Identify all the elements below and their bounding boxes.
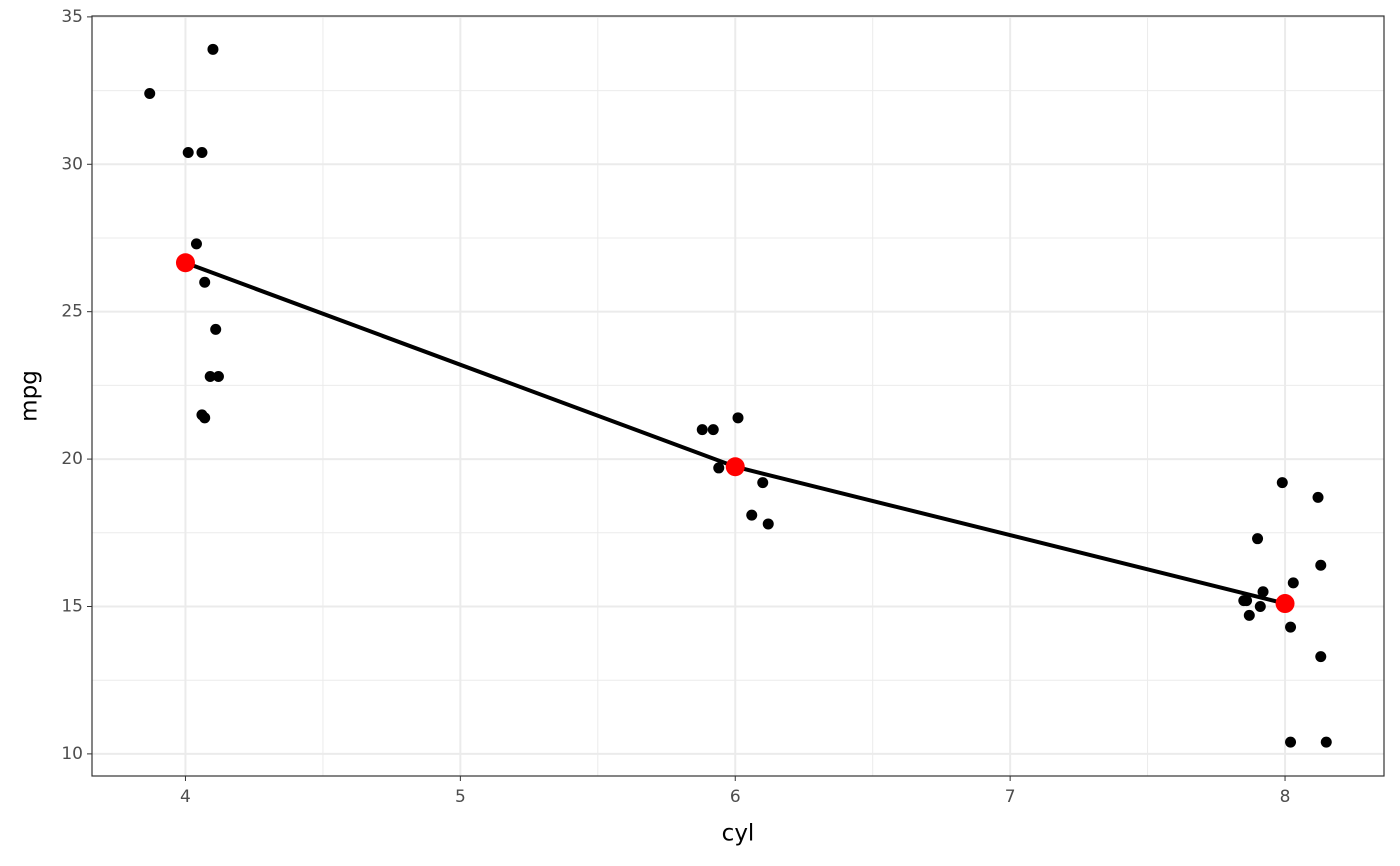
point bbox=[199, 276, 211, 288]
point bbox=[1243, 609, 1255, 621]
x-tick-label: 8 bbox=[1280, 787, 1291, 807]
point bbox=[144, 88, 156, 100]
point bbox=[1315, 651, 1327, 663]
mean-point bbox=[1275, 594, 1295, 614]
x-axis-title: cyl bbox=[722, 821, 755, 847]
point bbox=[732, 412, 744, 424]
x-tick-label: 4 bbox=[180, 787, 191, 807]
point bbox=[1287, 577, 1299, 589]
point bbox=[210, 323, 222, 335]
y-tick-label: 20 bbox=[61, 449, 83, 469]
point bbox=[207, 43, 219, 55]
mean-point bbox=[725, 457, 745, 477]
y-tick-label: 10 bbox=[61, 744, 83, 764]
point bbox=[696, 424, 708, 436]
point bbox=[1257, 586, 1269, 598]
y-tick-label: 25 bbox=[61, 302, 83, 322]
point bbox=[204, 371, 216, 383]
y-axis-title: mpg bbox=[17, 370, 43, 422]
x-tick-label: 6 bbox=[730, 787, 741, 807]
point bbox=[762, 518, 774, 530]
point bbox=[1254, 600, 1266, 612]
point bbox=[190, 238, 202, 250]
point bbox=[199, 412, 211, 424]
point bbox=[212, 371, 224, 383]
point bbox=[713, 462, 725, 474]
y-tick-label: 15 bbox=[61, 596, 83, 616]
point bbox=[1285, 621, 1297, 633]
point bbox=[757, 477, 769, 489]
point bbox=[1241, 595, 1253, 607]
panel bbox=[92, 16, 1384, 776]
point bbox=[1315, 559, 1327, 571]
point bbox=[196, 146, 208, 158]
point bbox=[1276, 477, 1288, 489]
point bbox=[1312, 491, 1324, 503]
point bbox=[1252, 533, 1264, 545]
point bbox=[1320, 736, 1332, 748]
point bbox=[746, 509, 758, 521]
point bbox=[1285, 736, 1297, 748]
x-tick-label: 5 bbox=[455, 787, 466, 807]
point bbox=[707, 424, 719, 436]
panel-border bbox=[91, 15, 1385, 777]
x-tick-label: 7 bbox=[1005, 787, 1016, 807]
point bbox=[182, 146, 194, 158]
y-tick-label: 35 bbox=[61, 7, 83, 27]
mean-point bbox=[175, 253, 195, 273]
y-tick-label: 30 bbox=[61, 154, 83, 174]
